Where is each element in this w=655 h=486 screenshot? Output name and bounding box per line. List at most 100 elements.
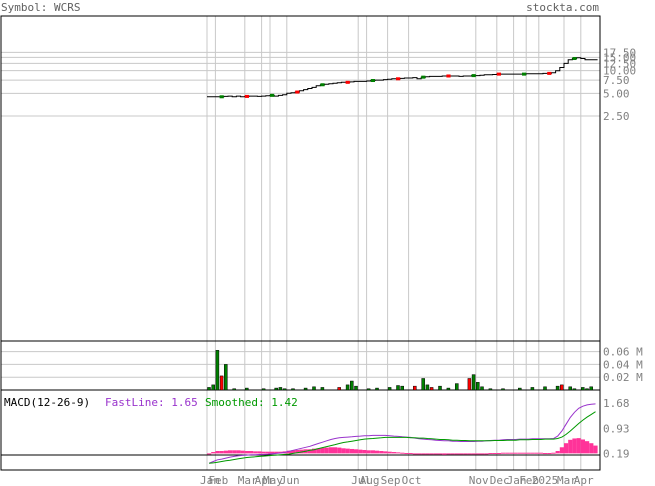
price-y-tick-label: 5.00 bbox=[603, 87, 630, 100]
volume-bar bbox=[274, 387, 278, 391]
macd-histogram-bar bbox=[328, 447, 333, 454]
volume-bar bbox=[572, 388, 577, 391]
macd-histogram-bar bbox=[261, 451, 266, 454]
macd-histogram-bar bbox=[568, 439, 573, 454]
macd-histogram-bar bbox=[438, 453, 443, 455]
macd-histogram-bar bbox=[274, 451, 279, 454]
macd-histogram-bar bbox=[505, 452, 510, 454]
volume-bar bbox=[480, 386, 484, 391]
price-bar bbox=[522, 72, 527, 76]
volume-bar bbox=[518, 387, 522, 391]
volume-bar bbox=[396, 385, 400, 391]
macd-histogram-bar bbox=[475, 453, 480, 455]
macd-histogram-bar bbox=[396, 452, 401, 454]
macd-panel-frame bbox=[0, 389, 601, 471]
macd-histogram-bar bbox=[480, 453, 485, 455]
x-tick-label: Mar bbox=[557, 474, 577, 486]
macd-histogram-bar bbox=[433, 453, 438, 455]
x-tick-label: Jan bbox=[200, 474, 220, 486]
macd-histogram-bar bbox=[295, 449, 300, 454]
macd-histogram-bar bbox=[417, 453, 422, 455]
macd-histogram-bar bbox=[341, 448, 346, 454]
macd-histogram-bar bbox=[257, 451, 262, 454]
macd-histogram-bar bbox=[379, 451, 384, 454]
macd-histogram-bar bbox=[400, 452, 405, 454]
macd-fastline-label: FastLine: 1.65 bbox=[105, 396, 198, 409]
price-y-tick-label: 17.50 bbox=[603, 46, 636, 59]
price-series bbox=[207, 57, 598, 99]
macd-histogram-bar bbox=[320, 447, 325, 454]
macd-histogram-bar bbox=[362, 449, 367, 454]
macd-histogram-bar bbox=[316, 448, 321, 454]
macd-histogram-bar bbox=[488, 453, 493, 455]
macd-histogram-bar bbox=[249, 451, 254, 454]
volume-bar bbox=[400, 385, 404, 391]
macd-histogram-bar bbox=[375, 450, 380, 454]
macd-histogram-bar bbox=[391, 452, 396, 454]
volume-bar bbox=[429, 387, 434, 391]
price-panel-frame bbox=[0, 15, 601, 342]
price-bar bbox=[345, 80, 350, 84]
x-tick-label: Apr bbox=[574, 474, 594, 486]
price-bar bbox=[370, 79, 375, 83]
volume-bar bbox=[471, 374, 476, 391]
macd-histogram-bar bbox=[412, 453, 417, 455]
macd-histogram-bar bbox=[354, 449, 359, 454]
macd-histogram-bar bbox=[463, 453, 468, 455]
macd-series bbox=[1, 403, 600, 464]
macd-histogram-bar bbox=[572, 438, 577, 454]
macd-histogram-bar bbox=[513, 452, 518, 454]
x-tick-label: May bbox=[263, 474, 283, 486]
price-y-tick-label: 10.00 bbox=[603, 65, 636, 78]
price-bar bbox=[270, 93, 275, 97]
macd-histogram-bar bbox=[593, 445, 598, 454]
x-tick-label: Feb bbox=[519, 474, 539, 486]
macd-histogram-bar bbox=[240, 450, 245, 454]
volume-bar bbox=[207, 387, 211, 391]
price-bar bbox=[471, 74, 476, 78]
macd-histogram-bar bbox=[370, 450, 375, 454]
volume-bar bbox=[585, 388, 589, 391]
volume-bar bbox=[211, 384, 215, 391]
volume-bar bbox=[320, 387, 325, 391]
x-tick-label: Nov bbox=[469, 474, 489, 486]
volume-bar bbox=[555, 385, 560, 391]
macd-histogram-bar bbox=[501, 452, 506, 454]
x-tick-label: Oct bbox=[402, 474, 422, 486]
macd-histogram-bar bbox=[236, 450, 241, 454]
macd-histogram-bar bbox=[215, 451, 220, 454]
price-bar bbox=[320, 83, 325, 87]
volume-bar bbox=[476, 382, 480, 391]
macd-smoothed-label: Smoothed: 1.42 bbox=[205, 396, 298, 409]
macd-y-tick-label: 0.93 bbox=[603, 422, 630, 435]
price-bar bbox=[547, 71, 552, 75]
volume-bar bbox=[366, 388, 371, 391]
volume-bar bbox=[488, 388, 493, 391]
volume-bar bbox=[345, 384, 350, 391]
macd-fastline bbox=[208, 403, 596, 464]
volume-bar bbox=[224, 364, 228, 391]
price-y-tick-label: 7.50 bbox=[603, 74, 630, 87]
volume-bar bbox=[425, 384, 430, 391]
macd-histogram-bar bbox=[459, 453, 464, 455]
macd-histogram-bar bbox=[589, 443, 594, 454]
macd-title: MACD(12-26-9) bbox=[4, 396, 90, 409]
volume-bar bbox=[387, 387, 392, 391]
macd-histogram-bar bbox=[244, 451, 249, 454]
x-tick-label: Apr bbox=[255, 474, 275, 486]
volume-bar bbox=[354, 385, 358, 391]
macd-histogram-bar bbox=[421, 453, 426, 455]
volume-y-tick-label: 0.04 M bbox=[603, 358, 643, 371]
volume-bar bbox=[350, 380, 354, 391]
x-tick-label: Jun bbox=[280, 474, 300, 486]
macd-histogram-bar bbox=[312, 448, 317, 454]
macd-histogram-bar bbox=[345, 448, 350, 454]
x-tick-label: Dec bbox=[490, 474, 510, 486]
volume-bar bbox=[455, 383, 459, 391]
macd-histogram-bar bbox=[253, 451, 258, 454]
macd-y-tick-label: 0.19 bbox=[603, 447, 630, 460]
volume-bar bbox=[438, 385, 442, 391]
volume-bar bbox=[232, 388, 236, 391]
